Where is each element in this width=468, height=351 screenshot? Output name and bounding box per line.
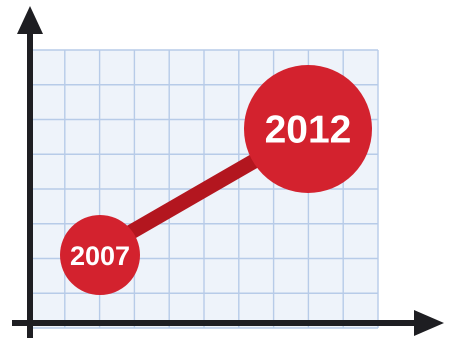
point-2007: 2007 [60, 215, 140, 295]
y-axis-arrowhead-icon [17, 6, 43, 34]
point-2012-circle [244, 65, 372, 193]
x-axis [12, 310, 444, 336]
y-axis [17, 6, 43, 338]
point-2012: 2012 [244, 65, 372, 193]
point-2007-circle [60, 215, 140, 295]
point-2012-label: 2012 [265, 109, 352, 152]
x-axis-arrowhead-icon [414, 310, 444, 336]
point-2007-label: 2007 [70, 241, 130, 271]
